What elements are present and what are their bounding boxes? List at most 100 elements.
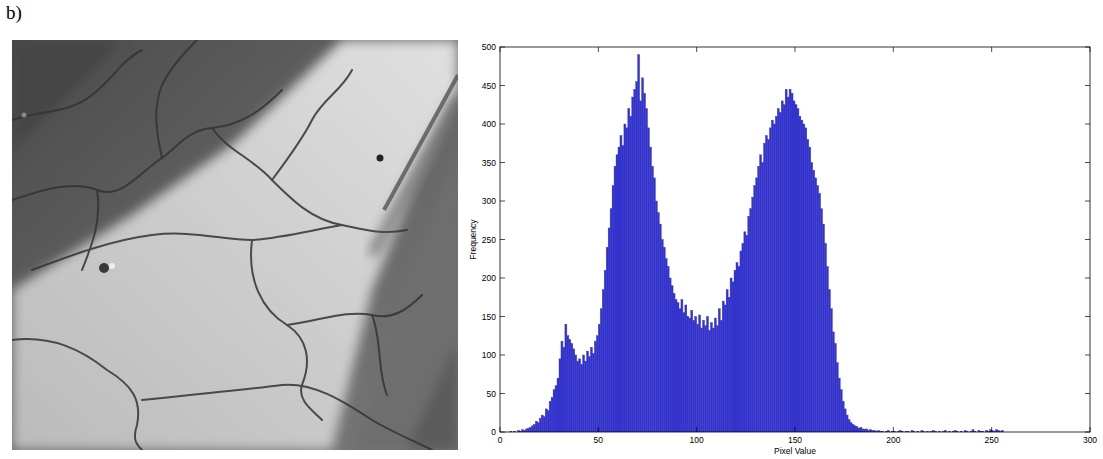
photo-crack [12, 90, 282, 200]
photo-pole-shadow [372, 95, 458, 255]
histogram-bar [707, 317, 709, 433]
histogram-bar [697, 324, 699, 432]
histogram-bar [858, 428, 860, 432]
histogram-bar [793, 101, 795, 432]
x-tick-label: 50 [594, 435, 604, 445]
photo-cracks [12, 40, 432, 450]
y-tick-label: 0 [491, 427, 496, 437]
histogram-bar [712, 328, 714, 432]
histogram-figure: 0501001502002503000501001502002503003504… [0, 0, 1103, 459]
histogram-bar [632, 97, 634, 432]
y-tick [500, 393, 505, 394]
histogram-bar [703, 320, 705, 432]
histogram-bar [838, 378, 840, 432]
histogram-bar [655, 201, 657, 432]
histogram-bar [813, 170, 815, 432]
histogram-bar [783, 105, 785, 432]
histogram-bar [646, 109, 648, 432]
histogram-bar [773, 124, 775, 432]
histogram-bar [590, 347, 592, 432]
histogram-bar [657, 213, 659, 432]
y-tick-label: 450 [482, 81, 496, 91]
histogram-bar [640, 101, 642, 432]
y-tick-right [1085, 355, 1090, 356]
y-tick [500, 278, 505, 279]
histogram-bar [777, 109, 779, 432]
y-tick [500, 85, 505, 86]
histogram-bar [752, 197, 754, 432]
histogram-bar [799, 116, 801, 432]
histogram-bar [797, 109, 799, 432]
x-tick-label: 200 [886, 435, 900, 445]
histogram-bar [811, 163, 813, 433]
histogram-bar [606, 247, 608, 432]
photo-spot [109, 263, 115, 269]
histogram-bar [644, 93, 646, 432]
histogram-bar [825, 243, 827, 432]
histogram-bar [612, 186, 614, 432]
x-tick-top [1090, 47, 1091, 52]
photo-light-band [12, 40, 458, 450]
histogram-bar [779, 112, 781, 432]
histogram-bar [817, 186, 819, 432]
histogram-bar [618, 147, 620, 432]
histogram-bar [598, 324, 600, 432]
histogram-bar [766, 136, 768, 432]
bars [510, 55, 1004, 432]
histogram-bar [695, 317, 697, 433]
histogram-bar [830, 309, 832, 432]
histogram-bar [691, 310, 693, 432]
histogram-bar [760, 155, 762, 432]
histogram-bar [681, 300, 683, 432]
histogram-bar [764, 143, 766, 432]
y-tick-label: 500 [482, 42, 496, 52]
histogram-bar [630, 116, 632, 432]
histogram-bar [769, 128, 771, 432]
histogram-bar [565, 324, 567, 432]
x-tick-label: 250 [985, 435, 999, 445]
histogram-bar [587, 351, 589, 432]
histogram-bar [533, 424, 535, 432]
histogram-bar [610, 209, 612, 432]
histogram-bar [539, 418, 541, 432]
histogram-bar [673, 293, 675, 432]
histogram-bar [730, 278, 732, 432]
histogram-bar [665, 259, 667, 432]
photo-content [12, 40, 458, 450]
histogram-bar [714, 318, 716, 432]
histogram-bar [828, 290, 830, 432]
histogram-bar [648, 128, 650, 432]
y-tick-label: 200 [482, 273, 496, 283]
x-tick [696, 427, 697, 432]
histogram-bar [789, 89, 791, 432]
y-tick-label: 350 [482, 158, 496, 168]
histogram-bar [736, 263, 738, 432]
histogram-bar [754, 186, 756, 432]
histogram-bar [791, 93, 793, 432]
histogram-bar [543, 417, 545, 432]
histogram-bar [821, 209, 823, 432]
photo-crack [32, 225, 342, 270]
histogram-bar [563, 347, 565, 432]
photo [12, 40, 458, 450]
photo-crack [12, 50, 142, 120]
photo-crack [251, 240, 322, 420]
histogram-bar [575, 355, 577, 432]
histogram-bar [675, 300, 677, 432]
histogram-bar [781, 101, 783, 432]
histogram-bar [567, 336, 569, 432]
photo-spot [22, 113, 27, 118]
histogram-bar [592, 353, 594, 432]
photo-spot [377, 155, 384, 162]
histogram-bar [850, 423, 852, 432]
histogram-bar [659, 224, 661, 432]
histogram-bar [683, 313, 685, 432]
histogram-bar [596, 336, 598, 432]
histogram-bar [551, 397, 553, 432]
histogram-bar [687, 317, 689, 433]
histogram-bar [836, 363, 838, 432]
y-tick [500, 124, 505, 125]
y-tick [500, 432, 505, 433]
panel-label: b) [6, 2, 22, 24]
histogram-bar [616, 155, 618, 432]
